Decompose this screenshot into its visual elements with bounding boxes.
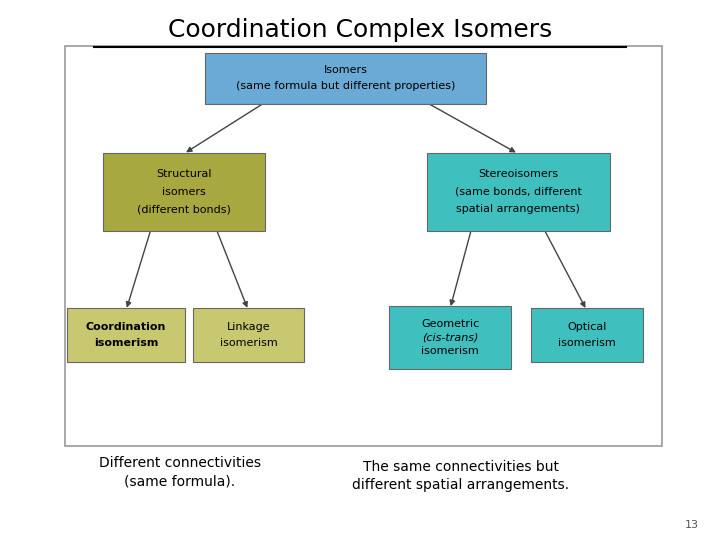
Text: Different connectivities
(same formula).: Different connectivities (same formula). — [99, 456, 261, 489]
Text: isomerism: isomerism — [558, 338, 616, 348]
FancyBboxPatch shape — [531, 308, 643, 362]
Text: Geometric: Geometric — [421, 319, 479, 329]
Text: isomerism: isomerism — [220, 338, 277, 348]
FancyBboxPatch shape — [205, 53, 486, 104]
Text: (cis-trans): (cis-trans) — [422, 333, 478, 342]
Text: Structural: Structural — [156, 169, 212, 179]
Text: (same formula but different properties): (same formula but different properties) — [236, 81, 455, 91]
Text: Coordination Complex Isomers: Coordination Complex Isomers — [168, 18, 552, 42]
Text: isomers: isomers — [162, 187, 205, 197]
FancyBboxPatch shape — [66, 308, 186, 362]
FancyBboxPatch shape — [65, 46, 662, 446]
FancyBboxPatch shape — [103, 152, 265, 231]
Text: isomerism: isomerism — [421, 346, 479, 356]
Text: 13: 13 — [685, 520, 698, 530]
Text: Stereoisomers: Stereoisomers — [478, 169, 559, 179]
FancyBboxPatch shape — [192, 308, 304, 362]
Text: Isomers: Isomers — [324, 65, 367, 76]
Text: (same bonds, different: (same bonds, different — [455, 187, 582, 197]
Text: Coordination: Coordination — [86, 321, 166, 332]
Text: Linkage: Linkage — [227, 321, 270, 332]
FancyBboxPatch shape — [389, 306, 511, 368]
Text: (different bonds): (different bonds) — [137, 205, 230, 214]
Text: spatial arrangements): spatial arrangements) — [456, 205, 580, 214]
Text: Optical: Optical — [567, 321, 606, 332]
Text: isomerism: isomerism — [94, 338, 158, 348]
FancyBboxPatch shape — [426, 152, 610, 231]
Text: The same connectivities but
different spatial arrangements.: The same connectivities but different sp… — [352, 460, 570, 492]
